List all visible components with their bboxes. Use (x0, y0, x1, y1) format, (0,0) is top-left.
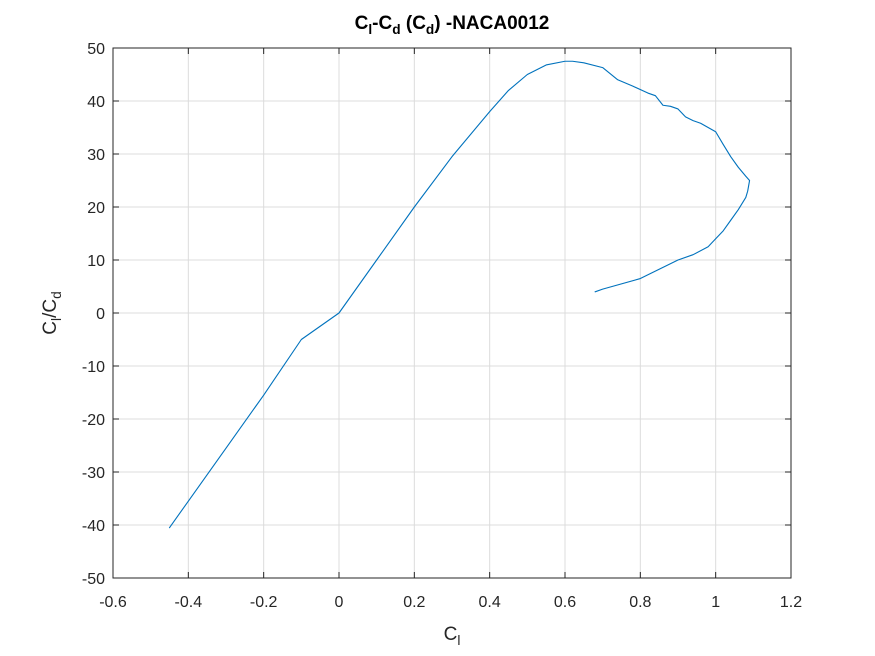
y-axis-label-text: /C (40, 299, 61, 318)
x-axis-label-text: C (444, 624, 458, 645)
y-tick-label: 10 (87, 253, 105, 270)
x-tick-label: 0.8 (629, 594, 651, 611)
x-axis-label: Cl​ (444, 624, 461, 648)
x-tick-label: -0.4 (175, 594, 203, 611)
x-tick-label: 0.2 (403, 594, 425, 611)
x-tick-label: 0.6 (554, 594, 576, 611)
chart-title-text: -C (372, 13, 392, 34)
y-tick-label: -20 (82, 412, 105, 429)
y-tick-label: -30 (82, 465, 105, 482)
chart-title: Cl​-Cd​ (Cd​) -NACA0012 (355, 13, 550, 37)
x-tick-label: -0.6 (99, 594, 127, 611)
chart-title-subscript: l (368, 22, 372, 37)
y-tick-label: -40 (82, 518, 105, 535)
x-tick-label: -0.2 (250, 594, 278, 611)
chart-title-text: C (355, 13, 369, 34)
x-axis-label-subscript: l (457, 633, 460, 648)
x-tick-label: 0 (335, 594, 344, 611)
labels: -0.6 -0.4 -0.2 0 0.2 0.4 0.6 0.8 1 1.2 -50 -40 -30 -2… (40, 13, 802, 648)
chart-title-text: ) -NACA0012 (434, 13, 549, 34)
y-tick-label: 40 (87, 94, 105, 111)
y-axis-label-text: C (40, 321, 61, 335)
y-tick-label: 50 (87, 41, 105, 58)
x-tick-label: 1.2 (780, 594, 802, 611)
y-tick-label: -50 (82, 571, 105, 588)
ticks (112, 47, 792, 579)
y-tick-label: 20 (87, 200, 105, 217)
y-axis-label-subscript: d (49, 291, 64, 299)
chart-title-text: (C (401, 13, 427, 34)
y-axis-label: Cl​/Cd​ (40, 291, 64, 334)
y-axis-label-subscript: l (49, 318, 64, 321)
chart-title-subscript: d (392, 22, 400, 37)
y-tick-label: 30 (87, 147, 105, 164)
y-tick-label: -10 (82, 359, 105, 376)
series-layer (168, 60, 751, 529)
x-tick-label: 0.4 (479, 594, 501, 611)
series-line-0 (168, 60, 751, 529)
y-tick-label: 0 (96, 306, 105, 323)
x-tick-label: 1 (711, 594, 720, 611)
chart-title-subscript: d (426, 22, 434, 37)
